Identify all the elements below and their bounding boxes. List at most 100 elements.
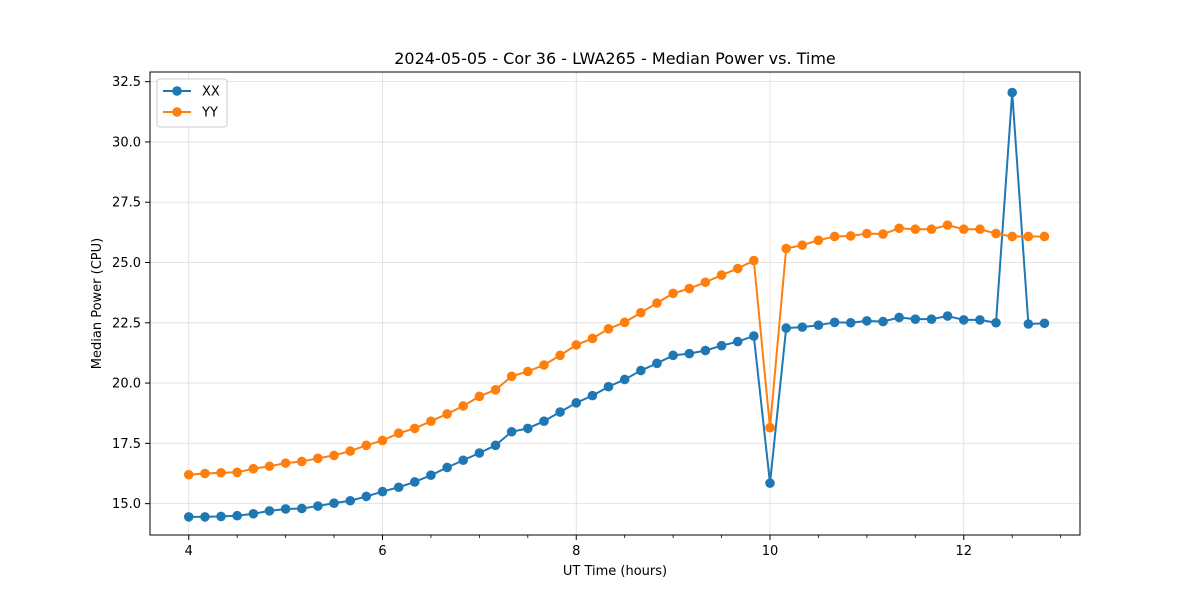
- y-axis-title: Median Power (CPU): [90, 238, 105, 369]
- data-point-yy: [765, 422, 775, 433]
- data-point-yy: [975, 224, 985, 235]
- data-point-xx: [845, 317, 856, 328]
- data-point-yy: [942, 220, 953, 230]
- x-tick-label: 12: [955, 544, 972, 559]
- data-point-yy: [732, 263, 743, 274]
- data-point-yy: [684, 283, 695, 294]
- data-point-xx: [474, 448, 485, 458]
- data-point-xx: [668, 350, 678, 361]
- data-point-yy: [619, 317, 630, 328]
- data-point-yy: [506, 371, 517, 382]
- data-point-yy: [377, 435, 388, 446]
- data-point-xx: [264, 506, 275, 516]
- data-point-yy: [345, 446, 356, 456]
- data-point-yy: [474, 391, 485, 402]
- data-point-xx: [749, 331, 759, 341]
- data-point-yy: [636, 307, 646, 318]
- x-tick-label: 8: [572, 544, 580, 559]
- chart-title: 2024-05-05 - Cor 36 - LWA265 - Median Po…: [394, 49, 836, 68]
- data-point-yy: [668, 288, 678, 299]
- data-point-xx: [603, 381, 614, 392]
- data-point-xx: [313, 501, 323, 511]
- data-point-xx: [587, 390, 598, 401]
- data-point-yy: [926, 224, 937, 235]
- y-tick-label: 30.0: [112, 135, 141, 150]
- data-point-xx: [813, 320, 824, 331]
- data-point-yy: [829, 231, 840, 242]
- data-point-xx: [409, 477, 420, 487]
- data-point-yy: [878, 229, 888, 239]
- data-point-yy: [329, 450, 339, 461]
- data-point-yy: [894, 223, 904, 234]
- data-point-xx: [216, 511, 226, 522]
- data-point-yy: [458, 401, 468, 411]
- data-point-xx: [506, 426, 517, 437]
- data-point-xx: [652, 358, 662, 369]
- data-point-yy: [523, 366, 533, 377]
- data-point-yy: [216, 467, 226, 478]
- data-point-yy: [1007, 231, 1017, 242]
- legend-marker-xx: [172, 86, 182, 96]
- legend-item-xx: XX: [163, 85, 220, 100]
- data-point-yy: [700, 277, 711, 288]
- data-point-yy: [813, 235, 824, 246]
- y-tick-label: 15.0: [112, 497, 141, 512]
- data-point-xx: [991, 317, 1001, 328]
- data-point-yy: [862, 228, 872, 239]
- data-point-xx: [442, 462, 452, 473]
- y-tick-label: 32.5: [112, 75, 141, 90]
- data-point-xx: [377, 486, 388, 497]
- data-point-yy: [442, 409, 452, 419]
- data-point-xx: [297, 503, 307, 514]
- legend-marker-yy: [172, 107, 182, 117]
- data-point-xx: [862, 316, 872, 326]
- data-point-xx: [345, 495, 356, 506]
- data-point-yy: [426, 416, 436, 426]
- data-point-yy: [603, 324, 614, 334]
- data-point-yy: [361, 440, 372, 451]
- x-tick-label: 4: [185, 544, 193, 559]
- data-point-xx: [942, 311, 953, 321]
- data-point-xx: [797, 322, 808, 332]
- y-tick-label: 22.5: [112, 316, 141, 331]
- data-point-xx: [280, 504, 291, 514]
- data-point-yy: [555, 350, 565, 361]
- data-point-xx: [910, 314, 921, 324]
- data-point-xx: [183, 512, 194, 522]
- data-point-yy: [539, 360, 549, 370]
- x-tick-label: 10: [762, 544, 779, 559]
- data-point-yy: [248, 463, 259, 474]
- data-point-xx: [458, 455, 468, 466]
- data-point-yy: [183, 469, 194, 480]
- data-point-yy: [313, 453, 323, 464]
- data-point-yy: [716, 270, 727, 280]
- data-point-xx: [636, 365, 646, 376]
- y-tick-label: 17.5: [112, 437, 141, 452]
- data-point-yy: [845, 231, 856, 241]
- series-yy: [183, 220, 1050, 480]
- y-tick-label: 27.5: [112, 196, 141, 211]
- plot-series: [183, 87, 1050, 522]
- axes: 4 6 8 10 12 15.0 17.5 20.0 22.5 25.0 27.5 30.0 32.5: [112, 75, 1062, 559]
- data-point-xx: [700, 345, 711, 356]
- data-point-xx: [619, 374, 630, 385]
- legend-label-xx: XX: [202, 85, 220, 100]
- data-point-yy: [490, 385, 501, 395]
- legend-item-yy: YY: [163, 106, 218, 121]
- series-xx: [183, 87, 1050, 522]
- data-point-yy: [587, 333, 598, 344]
- data-point-yy: [797, 240, 808, 250]
- plot-frame: [149, 71, 1081, 536]
- data-point-yy: [297, 456, 307, 467]
- data-point-xx: [716, 340, 727, 351]
- data-point-xx: [248, 508, 259, 519]
- data-point-xx: [490, 440, 501, 451]
- data-point-yy: [409, 423, 420, 434]
- data-point-yy: [781, 243, 791, 254]
- data-point-yy: [652, 298, 662, 308]
- data-point-xx: [555, 407, 565, 417]
- data-point-xx: [232, 510, 242, 521]
- data-point-yy: [280, 458, 291, 468]
- data-point-yy: [1039, 231, 1050, 242]
